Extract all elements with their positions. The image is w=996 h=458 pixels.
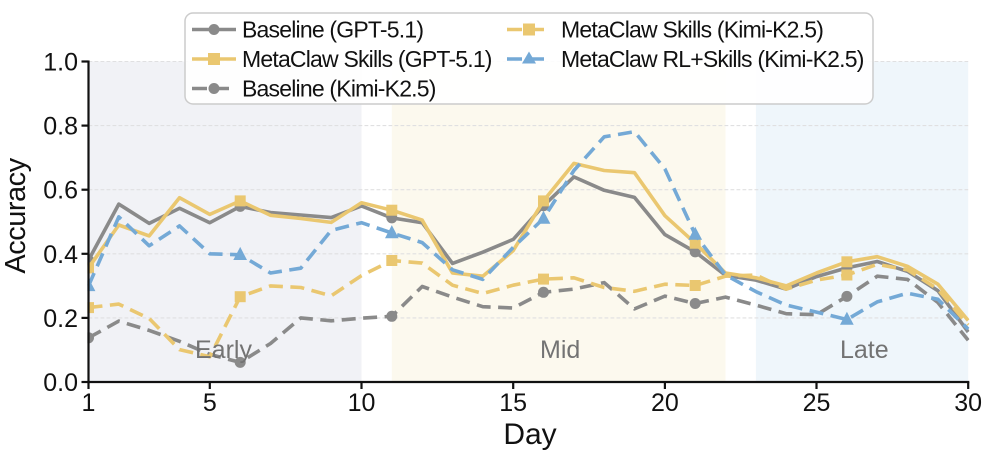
svg-text:MetaClaw Skills (Kimi-K2.5): MetaClaw Skills (Kimi-K2.5): [561, 17, 823, 43]
svg-text:MetaClaw RL+Skills (Kimi-K2.5): MetaClaw RL+Skills (Kimi-K2.5): [561, 46, 864, 72]
svg-text:Mid: Mid: [540, 336, 580, 364]
svg-text:1: 1: [82, 389, 96, 417]
svg-text:10: 10: [348, 389, 376, 417]
svg-text:25: 25: [803, 389, 831, 417]
svg-text:30: 30: [954, 389, 982, 417]
svg-text:0.6: 0.6: [43, 177, 78, 205]
svg-text:0.8: 0.8: [43, 113, 78, 141]
svg-text:1.0: 1.0: [43, 49, 78, 77]
svg-text:0.2: 0.2: [43, 305, 78, 333]
svg-text:Day: Day: [503, 418, 556, 451]
svg-text:Baseline (Kimi-K2.5): Baseline (Kimi-K2.5): [242, 76, 436, 102]
svg-text:Early: Early: [195, 336, 252, 364]
svg-text:5: 5: [203, 389, 217, 417]
svg-text:0.4: 0.4: [43, 241, 78, 269]
svg-text:15: 15: [499, 389, 527, 417]
svg-text:Accuracy: Accuracy: [0, 157, 32, 273]
svg-text:Late: Late: [840, 336, 889, 364]
svg-text:MetaClaw Skills (GPT-5.1): MetaClaw Skills (GPT-5.1): [242, 46, 492, 72]
svg-text:20: 20: [651, 389, 679, 417]
svg-text:Baseline (GPT-5.1): Baseline (GPT-5.1): [242, 17, 423, 43]
svg-text:0.0: 0.0: [43, 369, 78, 397]
